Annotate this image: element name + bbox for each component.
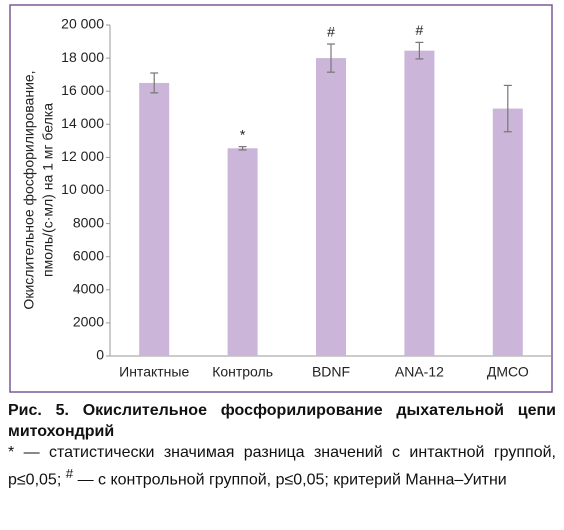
error-bar — [238, 146, 247, 151]
note-text: * — статистически значимая разница значе… — [8, 444, 556, 489]
note-text: — с контрольной группой, p≤0,05; критери… — [73, 471, 507, 489]
y-tick-label: 18 000 — [61, 49, 104, 65]
error-bar — [503, 84, 512, 133]
y-axis-label: Окислительное фосфорилирование, — [21, 70, 37, 309]
chart-frame — [9, 4, 553, 393]
x-tick-label: BDNF — [312, 364, 350, 380]
y-axis-label: пмоль/(с·мл) на 1 мг белка — [40, 103, 56, 277]
y-tick-label: 8000 — [73, 214, 104, 230]
y-tick-label: 10 000 — [61, 181, 104, 197]
y-tick-label: 16 000 — [61, 82, 104, 98]
y-tick-label: 12 000 — [61, 148, 104, 164]
x-tick-label: ANA-12 — [395, 364, 444, 380]
y-tick-label: 14 000 — [61, 115, 104, 131]
caption: Рис. 5. Окислительное фосфорилирование д… — [8, 400, 556, 490]
x-tick-label: Интактные — [119, 364, 189, 380]
error-bar — [415, 41, 424, 60]
y-tick-label: 4000 — [73, 281, 104, 297]
significance-mark: # — [327, 24, 335, 40]
chart: Окислительное фосфорилирование, пмоль/(с… — [9, 4, 553, 393]
error-bar — [150, 72, 159, 94]
y-tick-label: 0 — [96, 347, 104, 363]
note-mark: # — [65, 466, 74, 481]
significance-mark: # — [416, 22, 424, 38]
error-bar — [327, 43, 335, 73]
bar — [404, 50, 435, 357]
y-tick-label: 20 000 — [61, 16, 104, 32]
bar — [139, 82, 170, 357]
x-tick-label: ДМСО — [487, 364, 529, 380]
x-tick-label: Контроль — [212, 364, 273, 380]
significance-mark: * — [240, 126, 246, 142]
caption-title: Рис. 5. Окислительное фосфорилирование д… — [8, 402, 556, 440]
caption-note: * — статистически значимая разница значе… — [8, 442, 556, 490]
y-tick-label: 2000 — [73, 314, 104, 330]
y-tick-label: 6000 — [73, 247, 104, 263]
bar — [316, 58, 346, 356]
bar — [492, 108, 523, 356]
bar — [227, 148, 258, 356]
